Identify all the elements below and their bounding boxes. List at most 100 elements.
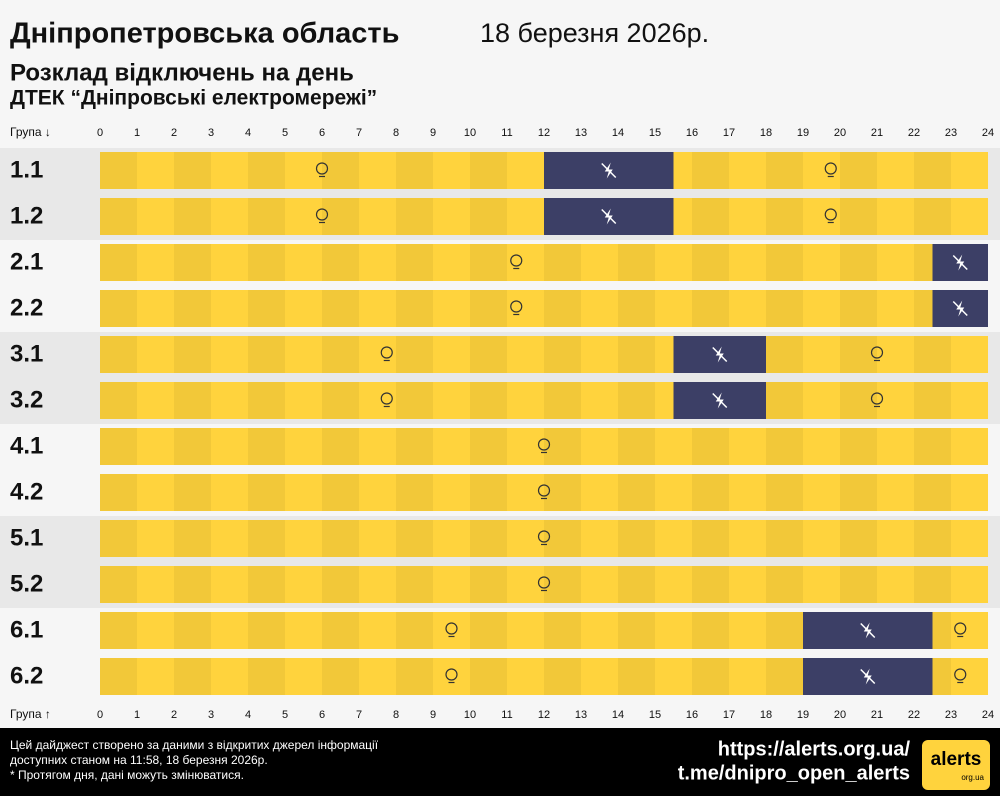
hour-stripe (470, 244, 507, 281)
y-axis-label: Група ↓ (10, 125, 51, 139)
hour-stripe (840, 520, 877, 557)
hour-stripe (248, 244, 285, 281)
footer (0, 728, 1000, 796)
hour-stripe (396, 658, 433, 695)
on-icon (315, 162, 329, 175)
x-tick-label: 13 (575, 127, 587, 139)
x-tick-label: 22 (908, 709, 920, 721)
x-tick-label: 12 (538, 709, 550, 721)
x-tick-label: 23 (945, 127, 957, 139)
on-icon (510, 300, 523, 313)
bar-bg (100, 474, 988, 511)
on-icon (824, 162, 837, 175)
off-icon (601, 162, 617, 179)
hour-stripe (618, 474, 655, 511)
off-icon (952, 254, 968, 271)
hour-stripe (470, 336, 507, 373)
x-tick-label: 21 (871, 709, 883, 721)
group-label: 3.1 (10, 340, 43, 367)
bar-bg (100, 336, 988, 373)
on-icon (537, 438, 551, 451)
bar-bg (100, 520, 988, 557)
hour-stripe (692, 290, 729, 327)
footer-link[interactable]: t.me/dnipro_open_alerts (678, 762, 910, 784)
hour-stripe (544, 658, 581, 695)
hour-stripe (248, 382, 285, 419)
hour-stripe (766, 152, 803, 189)
hour-stripe (322, 520, 359, 557)
footer-link[interactable]: https://alerts.org.ua/ (718, 738, 911, 760)
hour-stripe (248, 290, 285, 327)
x-tick-label: 18 (760, 127, 772, 139)
hour-stripe (248, 566, 285, 603)
hour-stripe (692, 428, 729, 465)
hour-stripe (470, 658, 507, 695)
chart-subtitle: ДТЕК “Дніпровські електромережі” (10, 87, 377, 110)
hour-stripe (396, 382, 433, 419)
hour-stripe (396, 152, 433, 189)
bar-bg (100, 290, 988, 327)
hour-stripe (174, 290, 211, 327)
x-tick-label: 4 (245, 709, 251, 721)
hour-stripe (840, 474, 877, 511)
hour-stripe (322, 198, 359, 235)
x-tick-label: 15 (649, 127, 661, 139)
hour-stripe (618, 612, 655, 649)
chart-title: Дніпропетровська область (10, 18, 399, 50)
x-tick-label: 14 (612, 709, 624, 721)
hour-stripe (692, 612, 729, 649)
hour-stripe (322, 152, 359, 189)
hour-stripe (914, 566, 951, 603)
x-tick-label: 5 (282, 709, 288, 721)
x-tick-label: 18 (760, 709, 772, 721)
hour-stripe (100, 198, 137, 235)
hour-stripe (840, 290, 877, 327)
bar-bg (100, 244, 988, 281)
x-tick-label: 11 (501, 709, 512, 721)
hour-stripe (322, 658, 359, 695)
hour-stripe (544, 566, 581, 603)
hour-stripe (248, 658, 285, 695)
x-tick-label: 6 (319, 127, 325, 139)
hour-stripe (248, 336, 285, 373)
on-icon (380, 346, 393, 359)
logo-sub: org.ua (961, 773, 984, 782)
hour-stripe (100, 152, 137, 189)
hour-stripe (248, 612, 285, 649)
hour-stripe (470, 428, 507, 465)
hour-stripe (766, 198, 803, 235)
x-tick-label: 3 (208, 709, 214, 721)
hour-stripe (692, 658, 729, 695)
on-icon (824, 208, 837, 221)
x-tick-label: 15 (649, 709, 661, 721)
x-tick-label: 9 (430, 127, 436, 139)
x-tick-label: 6 (319, 709, 325, 721)
hour-stripe (692, 566, 729, 603)
bar-bg (100, 428, 988, 465)
x-tick-label: 0 (97, 127, 103, 139)
hour-stripe (840, 152, 877, 189)
hour-stripe (248, 474, 285, 511)
on-icon (870, 392, 884, 405)
x-tick-label: 11 (501, 127, 512, 139)
hour-stripe (174, 474, 211, 511)
x-tick-label: 8 (393, 709, 399, 721)
hour-stripe (544, 474, 581, 511)
hour-stripe (766, 566, 803, 603)
on-icon (954, 622, 967, 635)
hour-stripe (174, 336, 211, 373)
hour-stripe (396, 474, 433, 511)
hour-stripe (914, 520, 951, 557)
on-icon (870, 346, 884, 359)
group-label: 3.2 (10, 386, 43, 413)
hour-stripe (544, 520, 581, 557)
hour-stripe (396, 244, 433, 281)
x-tick-label: 0 (97, 709, 103, 721)
hour-stripe (396, 336, 433, 373)
hour-stripe (766, 520, 803, 557)
y-axis-label: Група ↑ (10, 707, 51, 721)
hour-stripe (322, 566, 359, 603)
hour-stripe (618, 566, 655, 603)
x-tick-label: 21 (871, 127, 883, 139)
hour-stripe (470, 520, 507, 557)
